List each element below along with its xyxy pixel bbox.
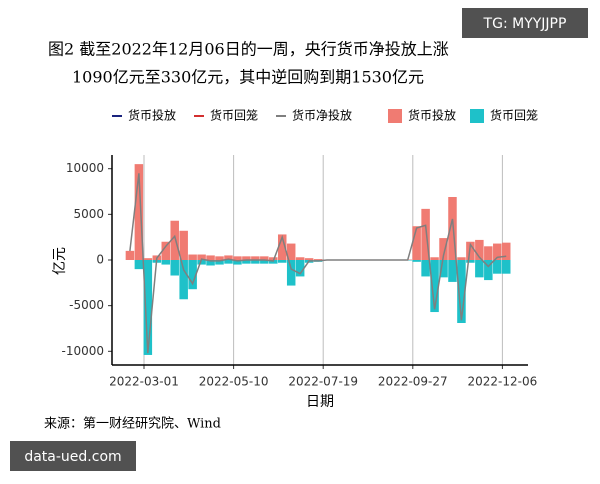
bar: [215, 256, 224, 260]
x-tick-label: 2022-07-19: [288, 375, 358, 389]
bar: [126, 251, 135, 260]
chart-title: 图2 截至2022年12月06日的一周，央行货币净投放上涨: [48, 40, 449, 59]
y-tick-label: -5000: [69, 298, 104, 312]
bar: [448, 260, 457, 282]
bar: [206, 255, 215, 260]
legend-label: 货币回笼: [490, 108, 538, 123]
y-tick-label: -10000: [61, 344, 104, 358]
y-tick-label: 10000: [66, 161, 104, 175]
bar: [179, 231, 188, 260]
watermark: TG: MYYJJPP: [483, 16, 567, 32]
bar: [188, 255, 197, 260]
bar: [287, 260, 296, 286]
bar: [502, 260, 511, 274]
bar: [305, 258, 314, 260]
bar: [484, 246, 493, 260]
bar: [502, 243, 511, 260]
bar: [457, 257, 466, 260]
y-tick-label: 0: [96, 253, 104, 267]
bar: [179, 260, 188, 299]
y-axis-label: 亿元: [52, 247, 68, 275]
bar: [296, 257, 305, 260]
legend-label: 货币回笼: [210, 108, 258, 123]
source: 来源：第一财经研究院、Wind: [44, 417, 221, 432]
watermark: data-ued.com: [24, 449, 121, 465]
legend-key: [470, 109, 484, 123]
bar: [412, 226, 421, 260]
bar: [430, 257, 439, 260]
x-axis-label: 日期: [306, 394, 334, 410]
bar: [475, 260, 484, 277]
bar: [233, 256, 242, 260]
bar: [170, 260, 179, 276]
bar: [224, 260, 233, 264]
bar: [135, 260, 144, 269]
x-tick-label: 2022-03-01: [109, 375, 179, 389]
legend-label: 货币净投放: [292, 108, 352, 123]
legend-key: [388, 109, 402, 123]
bar: [466, 260, 475, 263]
legend-label: 货币投放: [408, 108, 456, 123]
x-tick-label: 2022-05-10: [199, 375, 269, 389]
bar: [144, 258, 153, 260]
bar: [421, 260, 430, 276]
legend-label: 货币投放: [128, 108, 176, 123]
bar: [278, 260, 287, 263]
x-tick-label: 2022-09-27: [378, 375, 448, 389]
bar: [493, 260, 502, 274]
bar: [412, 260, 421, 262]
bar: [162, 260, 171, 265]
chart-subtitle: 1090亿元至330亿元，其中逆回购到期1530亿元: [72, 68, 424, 87]
x-tick-label: 2022-12-06: [468, 375, 538, 389]
y-tick-label: 5000: [73, 207, 104, 221]
